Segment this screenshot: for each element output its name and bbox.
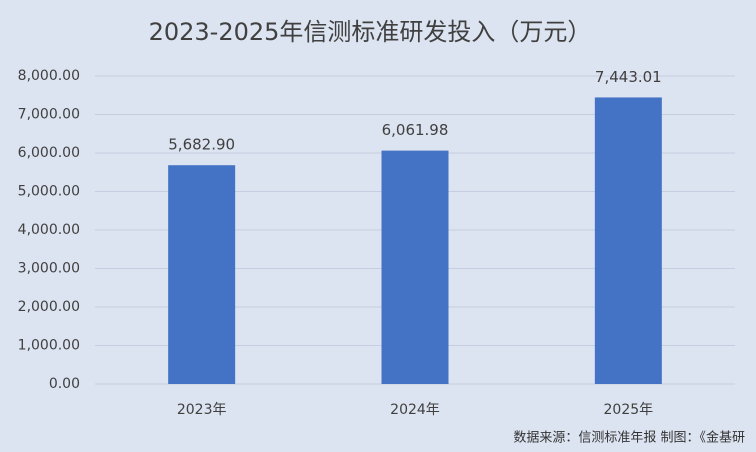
y-tick-label: 4,000.00	[18, 222, 80, 238]
x-tick-label: 2023年	[177, 402, 227, 418]
x-tick-label: 2025年	[604, 402, 654, 418]
x-tick-label: 2024年	[390, 402, 440, 418]
data-label: 5,682.90	[168, 136, 235, 154]
bar	[594, 97, 662, 384]
bar	[168, 165, 236, 384]
y-tick-label: 6,000.00	[18, 145, 80, 161]
bar	[381, 150, 449, 384]
y-tick-label: 1,000.00	[18, 338, 80, 354]
y-tick-label: 2,000.00	[18, 299, 80, 315]
y-tick-label: 8,000.00	[18, 68, 80, 84]
chart-title: 2023-2025年信测标准研发投入（万元）	[149, 18, 592, 46]
y-tick-label: 0.00	[49, 376, 80, 392]
y-tick-label: 7,000.00	[18, 107, 80, 123]
data-label: 6,061.98	[382, 121, 449, 139]
data-label: 7,443.01	[595, 68, 662, 86]
y-tick-label: 3,000.00	[18, 261, 80, 277]
y-tick-label: 5,000.00	[18, 184, 80, 200]
source-note: 数据来源：信测标准年报 制图：《金基研	[513, 430, 745, 446]
